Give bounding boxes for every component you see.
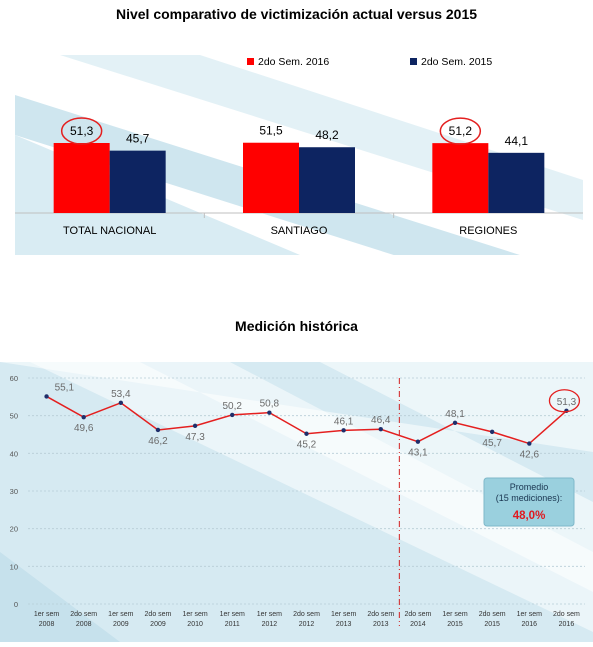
y-tick-label: 0 (14, 600, 18, 609)
data-label: 45,7 (126, 132, 150, 146)
data-label: 50,2 (222, 401, 242, 412)
x-tick-label: 1er sem 2008 (34, 611, 59, 628)
y-tick-label: 50 (10, 412, 18, 421)
data-label: 45,7 (482, 438, 502, 449)
data-point (118, 400, 124, 406)
data-point (527, 441, 532, 446)
y-tick-label: 60 (10, 374, 18, 383)
highlight-circle (548, 389, 581, 413)
x-tick-label: 2do sem 2009 (145, 611, 172, 628)
bar (299, 147, 355, 213)
data-point (378, 427, 383, 432)
bar-chart: TOTAL NACIONAL 51,3 45,7 SANTIAGO 51,5 48,2 RE… (15, 55, 583, 255)
stripe (30, 362, 593, 632)
bar (53, 143, 110, 213)
callout-box (483, 477, 575, 527)
data-label: 44,1 (505, 134, 529, 148)
x-tick-label: 2do sem 2008 (70, 611, 97, 628)
y-tick-label: 10 (10, 562, 18, 571)
data-point (44, 394, 49, 399)
data-point (192, 423, 198, 429)
line-chart: 0 10 20 30 40 50 60 1er sem 2008 2do sem 2008 1er s… (0, 362, 593, 642)
x-tick-label: 1er sem 2011 (220, 611, 245, 628)
x-tick-label: 1er sem 2013 (331, 611, 356, 628)
data-label: 47,3 (185, 432, 205, 443)
data-label: 46,1 (334, 416, 354, 427)
data-point (81, 414, 86, 420)
data-point (341, 428, 346, 433)
y-tick-label: 40 (10, 449, 18, 458)
y-tick-label: 30 (10, 487, 18, 496)
data-label: 48,2 (315, 128, 339, 142)
legend: 2do Sem. 2016 2do Sem. 2015 (247, 56, 492, 68)
x-tick-label: 2do sem 2014 (404, 611, 431, 628)
data-point (415, 439, 421, 444)
average-callout: Promedio(15 mediciones): 48,0% (483, 477, 575, 527)
category-label: SANTIAGO (271, 225, 328, 237)
data-point (267, 410, 272, 415)
data-label: 46,2 (148, 436, 168, 447)
callout-value: 48,0% (513, 510, 546, 522)
x-tick-label: 2do sem 2012 (293, 611, 320, 628)
callout-text: (15 mediciones): (496, 493, 563, 503)
highlight-circle (60, 117, 103, 145)
background-stripes (0, 362, 593, 642)
line-chart-title: Medición histórica (235, 318, 358, 334)
data-point (155, 427, 161, 433)
x-tick-label: 1er sem 2009 (108, 611, 133, 628)
y-tick-label: 20 (10, 525, 18, 534)
x-tick-label: 1er sem 2016 (517, 611, 542, 628)
x-tick-label: 2do sem 2015 (479, 611, 506, 628)
data-label: 55,1 (55, 382, 75, 393)
x-tick-label: 2do sem 2016 (553, 611, 580, 628)
data-label: 45,2 (297, 440, 317, 451)
data-label: 51,5 (259, 124, 283, 138)
data-label: 46,4 (371, 415, 391, 426)
legend-swatch (410, 58, 417, 65)
x-tick-label: 1er sem 2015 (442, 611, 467, 628)
data-label: 51,3 (70, 124, 94, 138)
data-label: 53,4 (111, 389, 131, 400)
data-label: 51,3 (557, 397, 577, 408)
bar (432, 143, 489, 213)
x-tick-label: 1er sem 2010 (182, 611, 207, 628)
data-point (489, 429, 495, 435)
data-label: 42,6 (520, 450, 540, 461)
data-label: 48,1 (445, 409, 465, 420)
legend-label: 2do Sem. 2016 (258, 56, 329, 68)
data-label: 43,1 (408, 448, 428, 459)
x-tick-label: 1er sem 2012 (257, 611, 282, 628)
data-point (304, 431, 309, 436)
bar (488, 152, 545, 213)
bar (109, 150, 166, 213)
data-label: 49,6 (74, 423, 94, 434)
stripe (0, 362, 593, 592)
x-tick-label: 2do sem 2013 (367, 611, 394, 628)
legend-label: 2do Sem. 2015 (421, 56, 492, 68)
bar (243, 142, 299, 213)
category-label: REGIONES (459, 225, 517, 237)
highlight-circle (439, 117, 482, 145)
legend-swatch (247, 58, 254, 65)
callout-text: Promedio (510, 482, 549, 492)
category-label: TOTAL NACIONAL (63, 225, 156, 237)
data-point (230, 412, 235, 418)
data-label: 50,8 (260, 399, 280, 410)
bar-chart-title: Nivel comparativo de victimización actua… (115, 6, 478, 22)
data-point (452, 420, 458, 426)
data-label: 51,2 (449, 124, 473, 138)
stripe (0, 552, 120, 642)
